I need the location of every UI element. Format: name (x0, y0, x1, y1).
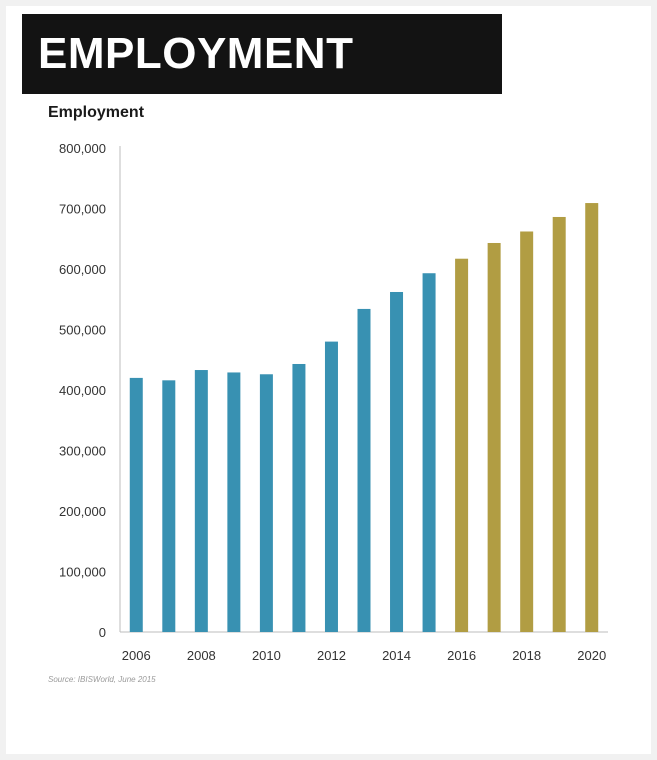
chart-title: Employment (48, 104, 145, 121)
x-tick-label: 2014 (382, 648, 411, 663)
x-tick-label: 2010 (252, 648, 281, 663)
bar-2018 (520, 231, 534, 633)
bar-2013 (357, 308, 371, 632)
bar-2019 (552, 216, 566, 632)
x-tick-label: 2012 (317, 648, 346, 663)
x-tick-label: 2006 (122, 648, 151, 663)
y-tick-label: 0 (99, 625, 106, 640)
bar-2010 (259, 374, 273, 632)
bar-2012 (324, 341, 338, 632)
y-tick-label: 600,000 (59, 262, 106, 277)
x-tick-label: 2020 (577, 648, 606, 663)
page-title: EMPLOYMENT (22, 14, 502, 94)
x-tick-label: 2016 (447, 648, 476, 663)
y-tick-label: 500,000 (59, 323, 106, 338)
bar-2011 (292, 363, 306, 632)
y-tick-label: 200,000 (59, 504, 106, 519)
y-tick-label: 800,000 (59, 141, 106, 156)
y-tick-label: 100,000 (59, 565, 106, 580)
x-tick-label: 2008 (187, 648, 216, 663)
source-note: Source: IBISWorld, June 2015 (48, 675, 156, 684)
y-tick-label: 300,000 (59, 444, 106, 459)
bar-2008 (194, 370, 208, 632)
bar-2014 (390, 291, 404, 632)
bar-2009 (227, 372, 241, 632)
bar-2015 (422, 273, 436, 632)
bar-2006 (129, 377, 143, 632)
y-tick-label: 400,000 (59, 383, 106, 398)
bar-2020 (585, 203, 599, 632)
bar-2007 (162, 380, 176, 632)
bar-2016 (455, 258, 469, 632)
bar-2017 (487, 242, 501, 633)
y-tick-label: 700,000 (59, 202, 106, 217)
x-tick-label: 2018 (512, 648, 541, 663)
